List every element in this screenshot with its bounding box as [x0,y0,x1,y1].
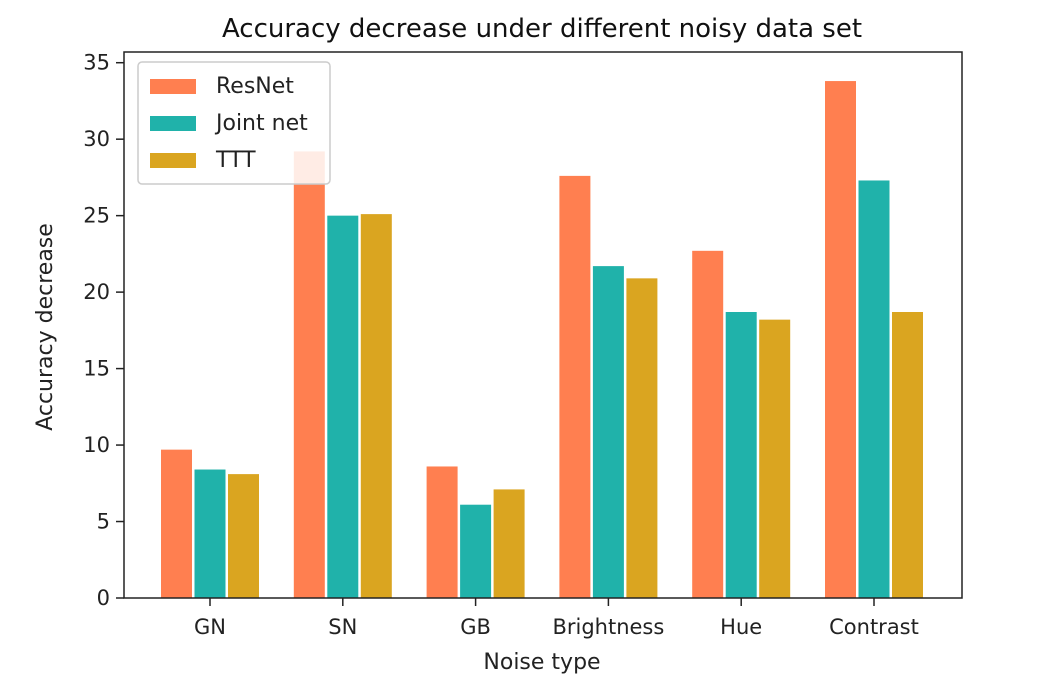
bar-resnet-sn [293,151,325,599]
y-tick-label: 30 [83,127,110,151]
x-tick-label: SN [328,615,357,639]
bar-ttt-gn [228,474,259,598]
legend-swatch [150,116,196,131]
chart-title: Accuracy decrease under different noisy … [222,14,862,44]
legend: ResNet Joint net TTT [137,61,331,185]
bars-layer [161,81,923,599]
legend-label: ResNet [216,74,294,99]
bar-ttt-gb [493,489,525,598]
legend-swatch [150,79,196,94]
bar-joint-net-gn [194,469,226,598]
x-axis: GN SN GB Brightness Hue Contrast [194,598,919,639]
y-tick-label: 20 [83,280,110,304]
x-tick-label: GN [194,615,226,639]
bar-ttt-hue [759,319,791,598]
bar-joint-net-gb [460,504,492,598]
x-tick-label: GB [460,615,491,639]
legend-swatch [150,153,196,168]
bar-resnet-contrast [825,81,856,598]
y-tick-label: 5 [97,510,110,534]
y-axis-title: Accuracy decrease [33,223,58,431]
y-tick-label: 0 [97,586,110,610]
bar-ttt-contrast [892,312,923,598]
x-axis-title: Noise type [483,650,600,675]
plot-frame [123,51,963,599]
legend-label: Joint net [214,111,308,136]
x-tick-label: Contrast [829,615,919,639]
x-tick-label: Hue [720,615,762,639]
legend-label: TTT [215,148,256,173]
y-tick-label: 15 [83,357,110,381]
bar-resnet-hue [692,250,724,598]
x-tick-label: Brightness [552,615,664,639]
bar-joint-net-brightness [592,266,624,598]
bar-joint-net-contrast [858,180,890,598]
bar-ttt-sn [360,214,392,598]
bar-joint-net-hue [725,312,757,598]
bar-resnet-gb [426,466,458,598]
bar-joint-net-sn [327,215,359,598]
bar-resnet-gn [161,449,192,598]
y-tick-label: 10 [83,433,110,457]
y-tick-label: 35 [83,51,110,75]
bar-ttt-brightness [626,278,658,598]
y-axis: 0 5 10 15 20 25 30 35 [83,51,124,610]
bar-resnet-brightness [559,175,591,598]
y-tick-label: 25 [83,204,110,228]
